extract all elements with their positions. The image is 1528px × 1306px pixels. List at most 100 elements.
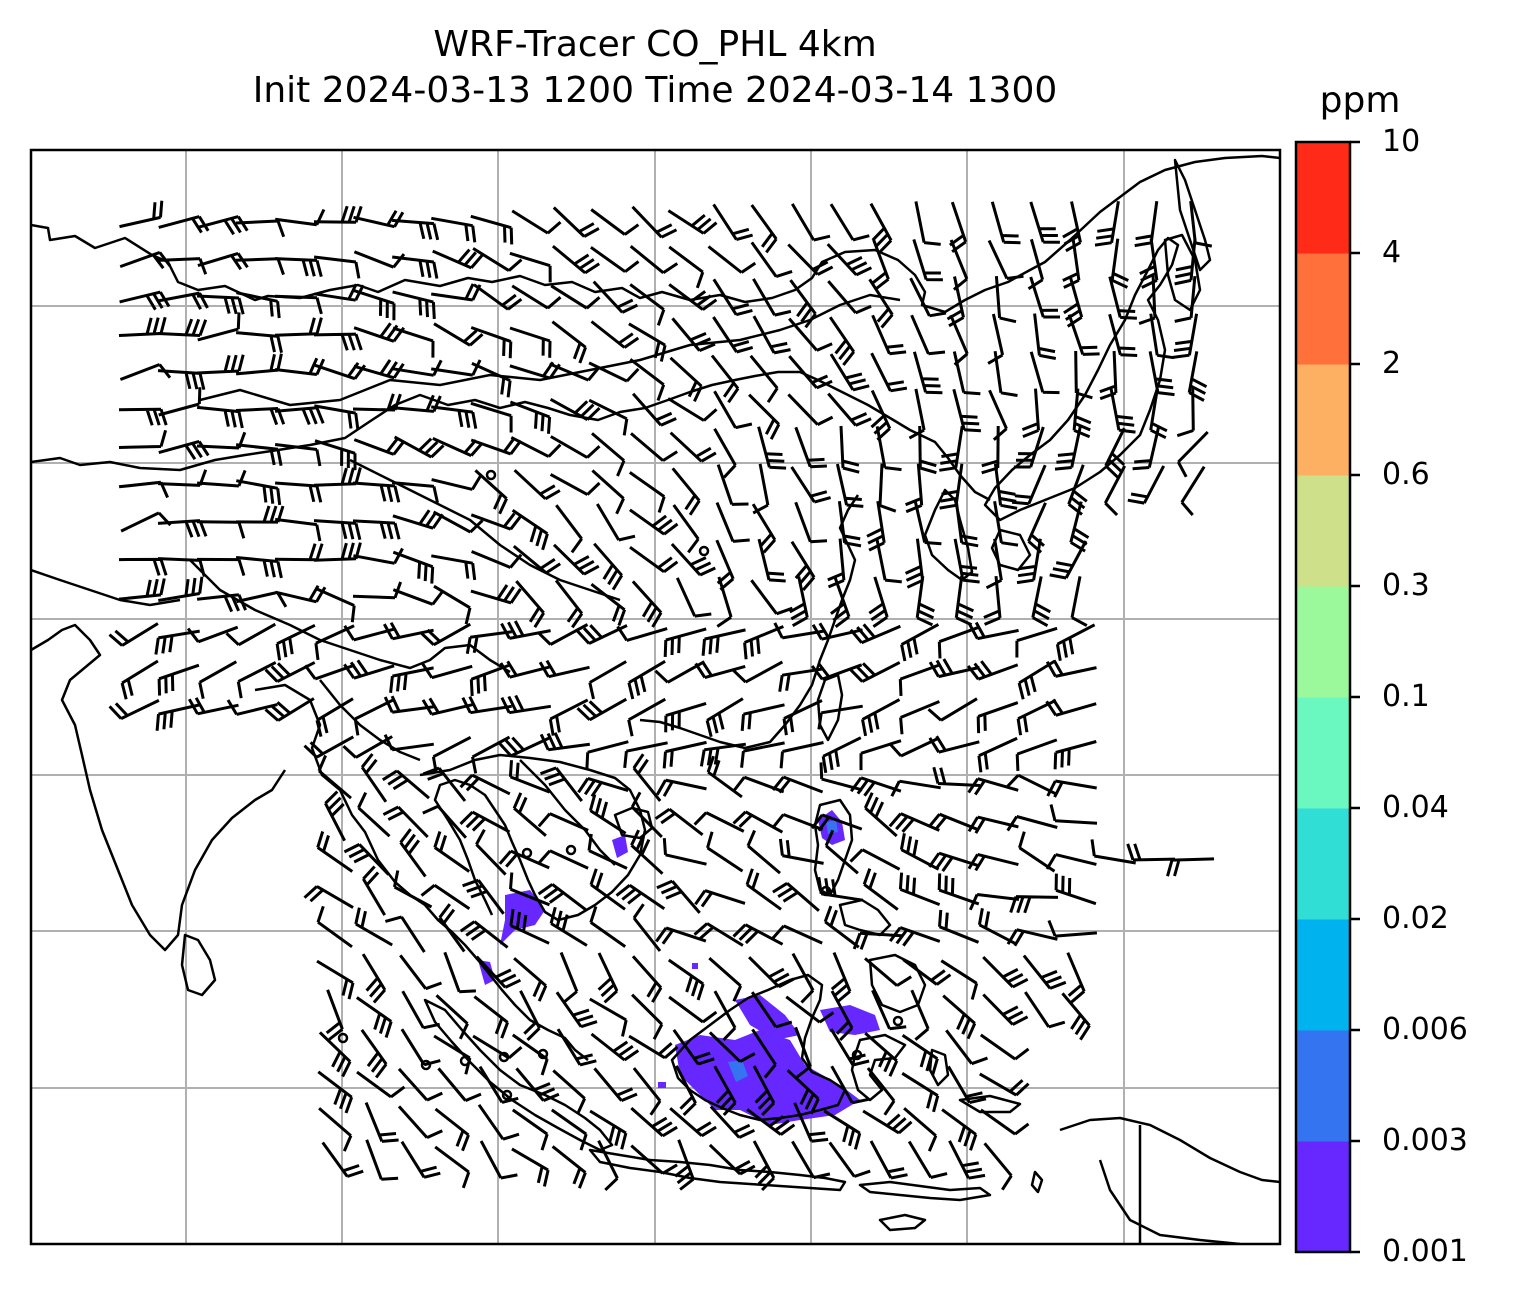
- wind-barb: [791, 952, 815, 1004]
- wind-barb: [157, 557, 206, 577]
- wind-barb: [383, 734, 435, 752]
- wind-barb: [391, 481, 439, 504]
- plume-borneo-central: [735, 995, 800, 1040]
- wind-barb: [976, 701, 1019, 734]
- wind-barb: [550, 1108, 588, 1151]
- wind-barb: [551, 244, 601, 275]
- plume-sulawesi-north: [820, 1005, 880, 1035]
- wind-barb: [983, 575, 1002, 626]
- wind-barb: [1063, 276, 1084, 328]
- wind-barb: [1074, 350, 1093, 400]
- wind-barb: [629, 245, 679, 275]
- wind-barb: [862, 868, 899, 911]
- border-inner-china: [349, 458, 621, 602]
- wind-barb: [118, 429, 168, 449]
- wind-barb: [356, 1070, 406, 1099]
- wind-barb: [782, 699, 823, 736]
- wind-barb: [1148, 351, 1175, 397]
- wind-barb: [401, 990, 441, 1030]
- wind-barb: [382, 805, 429, 839]
- wind-barb: [817, 704, 863, 730]
- wind-barb: [511, 508, 549, 551]
- wind-barb: [236, 661, 277, 699]
- wind-barb: [940, 959, 979, 1000]
- wind-barb: [859, 739, 902, 771]
- wind-barb: [694, 660, 746, 680]
- wind-barb: [384, 915, 426, 953]
- wind-barb: [1046, 779, 1097, 798]
- wind-barb: [420, 883, 471, 911]
- wind-barb: [198, 660, 238, 700]
- wind-barb: [235, 219, 286, 238]
- wind-barb: [631, 580, 663, 628]
- wind-barb: [500, 620, 551, 640]
- wind-barb: [235, 353, 283, 376]
- wind-barb: [904, 538, 925, 589]
- wind-barb: [264, 661, 316, 683]
- wind-barb: [343, 843, 390, 876]
- wind-barb: [928, 658, 980, 679]
- calm-marker: [698, 545, 710, 557]
- wind-barb: [629, 358, 666, 402]
- wind-barb: [670, 542, 716, 577]
- wind-barb: [1011, 464, 1047, 506]
- wind-barb: [519, 990, 541, 1041]
- wind-barb: [828, 316, 856, 366]
- wind-barb: [750, 579, 793, 616]
- wind-barb: [588, 794, 627, 835]
- wind-barb: [868, 278, 894, 329]
- wind-barb: [1094, 201, 1120, 247]
- wind-barb: [712, 203, 754, 242]
- wind-barb: [988, 389, 1008, 441]
- wind-barb: [829, 203, 870, 242]
- wind-barb: [511, 1108, 549, 1151]
- wind-barb: [511, 1033, 549, 1076]
- wind-barb: [235, 331, 283, 354]
- wind-barb: [662, 837, 707, 866]
- wind-barb: [590, 583, 627, 627]
- wind-barb: [549, 473, 601, 496]
- wind-barb: [317, 754, 352, 800]
- wind-barb: [593, 542, 624, 591]
- wind-barb: [1016, 538, 1042, 585]
- wind-barb: [817, 876, 864, 902]
- wind-barb: [629, 545, 679, 574]
- wind-barb: [392, 255, 439, 279]
- wind-barb: [1134, 200, 1159, 248]
- wind-barb: [509, 251, 552, 283]
- colorbar-segment: [1296, 808, 1350, 920]
- wind-barb: [186, 625, 239, 644]
- wind-barb: [713, 1065, 737, 1117]
- wind-barb: [321, 1141, 364, 1178]
- wind-barb: [432, 510, 484, 534]
- wind-barb: [1108, 276, 1137, 320]
- wind-barb: [357, 791, 391, 838]
- wind-barb: [771, 924, 823, 945]
- wind-barb: [716, 576, 733, 628]
- coastline-halmahera: [928, 1048, 950, 1087]
- wind-barb: [910, 314, 946, 356]
- wind-barb: [693, 811, 745, 833]
- coastline-lesser-sunda: [858, 1180, 992, 1202]
- wind-barb: [158, 215, 210, 234]
- wind-barb: [948, 1140, 986, 1180]
- wind-barb: [431, 216, 477, 243]
- coastline-new-guinea-south: [1098, 1159, 1241, 1244]
- wind-barb: [550, 284, 601, 310]
- wind-barb: [473, 283, 523, 311]
- wind-barb: [511, 1147, 550, 1187]
- wind-barb: [987, 239, 1024, 280]
- wind-barb: [912, 238, 943, 282]
- wind-barb: [392, 509, 444, 530]
- colorbar-tick-label: 0.3: [1382, 568, 1430, 603]
- wind-barb: [1006, 928, 1058, 947]
- wind-barb: [628, 1034, 679, 1060]
- wind-barb: [866, 1067, 896, 1116]
- wind-barb: [632, 1067, 662, 1116]
- wind-barb: [864, 1031, 899, 1077]
- wind-barb: [967, 852, 1019, 872]
- plot-title-line1: WRF-Tracer CO_PHL 4km: [433, 24, 877, 65]
- coastline-kyushu: [990, 528, 1032, 572]
- wind-barb: [197, 312, 241, 342]
- wind-barb: [1015, 738, 1058, 771]
